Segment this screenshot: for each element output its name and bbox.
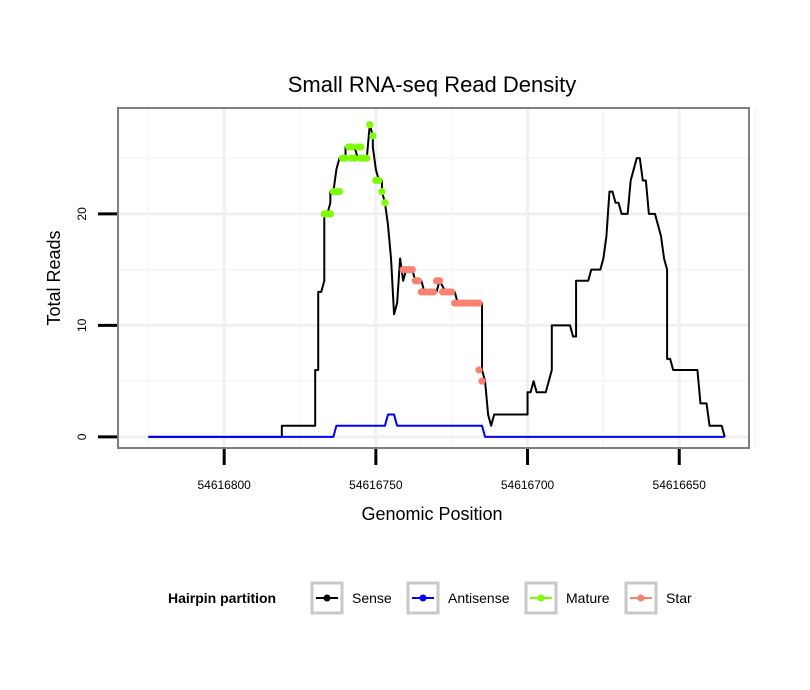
mature-point (369, 132, 377, 140)
legend-title: Hairpin partition (168, 590, 276, 606)
antisense-line (148, 413, 725, 438)
legend-dot-mature (537, 594, 545, 602)
star-point (429, 288, 438, 296)
y-tick-label: 20 (75, 207, 89, 221)
legend-label-star: Star (666, 590, 692, 606)
x-tick-label: 54616750 (349, 478, 403, 492)
y-tick-label: 10 (75, 318, 89, 332)
mature-point (381, 199, 389, 207)
star-point (408, 266, 416, 274)
mature-point (366, 121, 374, 129)
star-point (448, 288, 456, 296)
y-tick-label: 0 (75, 433, 89, 440)
legend-dot-antisense (419, 594, 427, 602)
mature-point (326, 210, 334, 218)
legend-dot-sense (323, 594, 331, 602)
plot-panel-border (117, 107, 750, 449)
x-tick-label: 54616700 (501, 478, 555, 492)
legend-label-sense: Sense (352, 590, 392, 606)
mature-point (363, 154, 371, 162)
legend-label-mature: Mature (566, 590, 610, 606)
axes: 54616800 54616750 54616700 54616650 0 10 20 (75, 207, 706, 492)
mature-point (347, 143, 356, 151)
legend-dot-star (637, 594, 645, 602)
x-axis-title: Genomic Position (361, 504, 502, 524)
mature-point (357, 143, 365, 151)
y-axis-title: Total Reads (44, 230, 64, 325)
star-point (435, 277, 444, 285)
legend: Hairpin partition Sense Antisense Mature St… (168, 581, 692, 615)
mature-point (335, 188, 344, 196)
mature-point (378, 188, 386, 196)
mature-point (351, 154, 359, 162)
star-point (414, 277, 422, 285)
x-tick-label: 54616800 (197, 478, 251, 492)
data-layer (148, 121, 726, 438)
legend-label-antisense: Antisense (448, 590, 510, 606)
star-point (475, 299, 483, 307)
chart-title: Small RNA-seq Read Density (288, 72, 577, 97)
mature-point (375, 176, 383, 185)
mature-point (341, 154, 350, 162)
x-tick-label: 54616650 (653, 478, 707, 492)
star-point (478, 377, 486, 385)
star-point (475, 366, 483, 374)
